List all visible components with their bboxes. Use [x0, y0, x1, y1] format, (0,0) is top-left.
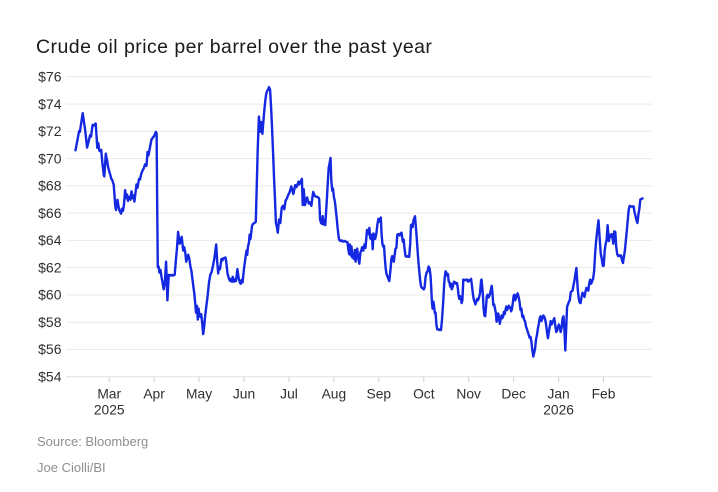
svg-text:2026: 2026	[543, 403, 574, 418]
svg-text:Jul: Jul	[280, 387, 298, 402]
svg-text:Mar: Mar	[97, 387, 121, 402]
svg-text:$66: $66	[38, 205, 62, 221]
svg-text:2025: 2025	[94, 403, 125, 418]
svg-text:Sep: Sep	[367, 387, 392, 402]
svg-text:$72: $72	[38, 123, 62, 139]
svg-text:Nov: Nov	[456, 387, 481, 402]
svg-text:$70: $70	[38, 150, 62, 166]
svg-text:$74: $74	[38, 96, 62, 112]
svg-text:$64: $64	[38, 232, 62, 248]
svg-text:$58: $58	[38, 314, 62, 330]
svg-text:$62: $62	[38, 259, 62, 275]
svg-text:$60: $60	[38, 287, 62, 303]
svg-text:$68: $68	[38, 178, 62, 194]
svg-text:Feb: Feb	[592, 387, 616, 402]
svg-text:$76: $76	[38, 69, 62, 85]
svg-text:$54: $54	[38, 369, 62, 385]
svg-text:May: May	[186, 387, 212, 402]
svg-text:Jan: Jan	[547, 387, 569, 402]
svg-text:$56: $56	[38, 341, 62, 357]
svg-text:Dec: Dec	[501, 387, 526, 402]
svg-text:Aug: Aug	[322, 387, 347, 402]
svg-text:Jun: Jun	[233, 387, 255, 402]
svg-text:Apr: Apr	[143, 387, 165, 402]
svg-text:Oct: Oct	[413, 387, 435, 402]
